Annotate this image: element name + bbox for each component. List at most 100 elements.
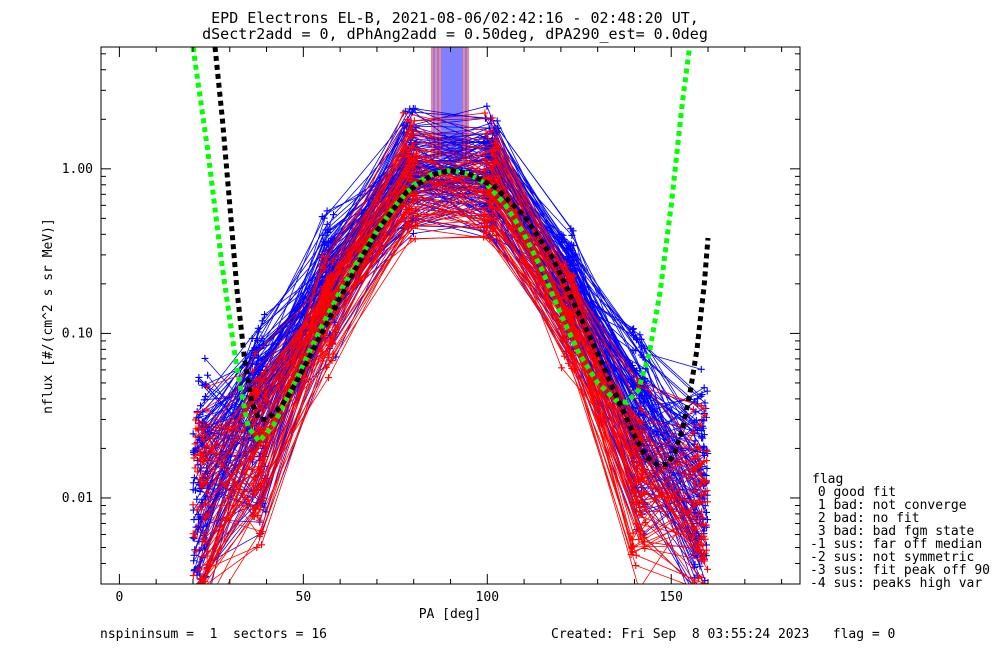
spectrum-point xyxy=(701,411,709,419)
spectrum-point xyxy=(697,365,705,373)
spectrum-point xyxy=(698,499,706,507)
legend-item: 1 bad: not converge xyxy=(810,498,967,513)
spectrum-point xyxy=(195,373,203,381)
spectrum-point xyxy=(248,454,256,462)
spectrum-point xyxy=(695,574,703,582)
spectrum-point xyxy=(407,127,415,135)
spectrum-point xyxy=(193,564,201,572)
spectrum-point xyxy=(486,203,494,211)
legend-item: 3 bad: bad fgm state xyxy=(810,524,975,539)
spectrum-point xyxy=(700,431,708,439)
spectrum-point xyxy=(635,410,643,418)
spectrum-point xyxy=(487,214,495,222)
spectrum-point xyxy=(254,511,262,519)
spectrum-point xyxy=(252,504,260,512)
spectrum-point xyxy=(197,574,205,582)
spectrum-point xyxy=(191,533,199,541)
spectrum-point xyxy=(703,546,710,554)
spectrum-point xyxy=(690,525,698,533)
spectrum-point xyxy=(194,424,202,432)
spectrum-point xyxy=(192,416,200,424)
spectrum-line xyxy=(204,105,704,486)
spectrum-point xyxy=(199,536,207,544)
spectrum-point xyxy=(691,478,699,486)
legend-item: 2 bad: no fit xyxy=(810,511,920,526)
spectrum-line xyxy=(198,127,701,515)
spectrum-line xyxy=(199,178,700,541)
spectrum-point xyxy=(202,515,210,523)
spectrum-point xyxy=(697,421,705,429)
spectrum-point xyxy=(253,543,261,551)
spectrum-point xyxy=(191,464,199,472)
spectrum-line xyxy=(200,161,702,508)
x-axis-label: PA [deg] xyxy=(419,607,482,622)
spectrum-point xyxy=(637,351,645,359)
spectrum-point xyxy=(326,295,334,303)
spectrum-point xyxy=(192,433,200,441)
spectrum-point xyxy=(407,235,415,243)
spectrum-point xyxy=(636,586,643,593)
spectrum-point xyxy=(703,565,711,573)
spectrum-point xyxy=(481,206,489,214)
spectrum-point xyxy=(190,584,197,591)
spectrum-point xyxy=(321,257,329,265)
spectrum-point xyxy=(202,480,210,488)
spectrum-point xyxy=(558,295,566,303)
legend-item: -2 sus: not symmetric xyxy=(810,550,974,565)
spectrum-point xyxy=(483,187,491,195)
spectrum-point xyxy=(695,597,702,604)
spectrum-point xyxy=(480,213,488,221)
axes-layer: 0 50 100 150 0.01 0.10 1.00 xyxy=(62,47,800,605)
spectrum-point xyxy=(323,290,331,298)
spectrum-line xyxy=(198,155,696,571)
spectrum-point xyxy=(486,235,494,243)
spectrum-point xyxy=(491,215,499,223)
spectrum-point xyxy=(694,442,702,450)
spectrum-point xyxy=(689,406,697,414)
spectrum-point xyxy=(481,109,489,117)
spectrum-point xyxy=(560,335,568,343)
spectrum-point xyxy=(195,617,202,624)
spectrum-point xyxy=(330,211,338,219)
spectrum-point xyxy=(261,311,269,319)
spectrum-point xyxy=(203,382,211,390)
spectrum-point xyxy=(698,402,706,410)
spectrum-line xyxy=(198,178,698,418)
spectrum-line xyxy=(195,224,706,555)
spectrum-point xyxy=(492,136,500,144)
spectrum-point xyxy=(692,609,699,616)
spectrum-point xyxy=(411,105,419,113)
spectrum-point xyxy=(198,587,205,594)
spectrum-point xyxy=(258,541,266,549)
spectrum-point xyxy=(198,432,206,440)
spectrum-point xyxy=(570,271,578,279)
spectrum-line xyxy=(206,124,700,483)
spectrum-point xyxy=(630,444,638,452)
spectrum-point xyxy=(410,198,418,206)
spectrum-point xyxy=(200,436,208,444)
spectrum-point xyxy=(632,551,640,559)
spectrum-point xyxy=(319,238,327,246)
spectrum-point xyxy=(703,508,711,516)
spectrum-point xyxy=(256,427,264,435)
spectrum-point xyxy=(562,263,570,271)
spectrum-point xyxy=(571,267,579,275)
spectrum-point xyxy=(198,552,206,560)
spectrum-point xyxy=(196,476,204,484)
spectrum-point xyxy=(251,350,259,358)
spectrum-point xyxy=(189,530,197,538)
spectrum-point xyxy=(635,511,643,519)
spectrum-point xyxy=(262,387,270,395)
spectrum-point xyxy=(400,211,408,219)
spectrum-line xyxy=(206,148,708,503)
spectrum-point xyxy=(248,335,256,343)
spectrum-line xyxy=(199,235,694,584)
spectrum-point xyxy=(203,615,210,622)
spectrum-line xyxy=(206,192,705,584)
spectrum-line xyxy=(200,184,695,529)
spectrum-point xyxy=(261,391,269,399)
spectrum-point xyxy=(407,123,415,131)
spectrum-point xyxy=(255,516,263,524)
spectrum-point xyxy=(319,231,327,239)
spectrum-point xyxy=(564,241,572,249)
